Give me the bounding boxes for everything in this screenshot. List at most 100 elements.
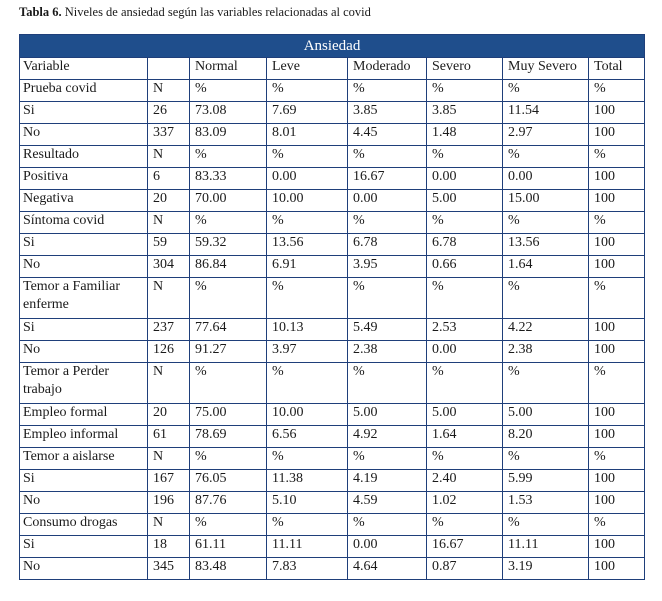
value-cell: % (502, 447, 589, 470)
value-cell: 87.76 (189, 491, 267, 514)
value-cell: % (189, 277, 267, 319)
variable-cell: Prueba covid (19, 79, 148, 102)
value-cell: 10.00 (266, 403, 348, 426)
value-cell: 1.48 (426, 123, 503, 146)
value-cell: 2.38 (502, 340, 589, 363)
value-cell: % (426, 145, 503, 168)
value-cell: 4.45 (347, 123, 427, 146)
table-row: Positiva 6 83.33 0.00 16.67 0.00 0.00 100 (19, 167, 646, 190)
value-cell: 100 (587, 425, 646, 448)
value-cell: 5.99 (502, 469, 589, 492)
table-row: Resultado N%%%%%% (19, 145, 646, 168)
value-cell: 73.08 (189, 101, 267, 124)
variable-cell: Si (19, 233, 148, 256)
table-row: Negativa 20 70.00 10.00 0.00 5.00 15.00 100 (19, 189, 646, 212)
value-cell: 2.38 (347, 340, 427, 363)
value-cell: 6.78 (426, 233, 503, 256)
band-row: Ansiedad (18, 34, 646, 58)
value-cell: 1.64 (426, 425, 503, 448)
value-cell: N (147, 79, 190, 102)
value-cell: 4.19 (347, 469, 427, 492)
value-cell: 5.10 (266, 491, 348, 514)
value-cell: % (587, 277, 646, 319)
table-row: No 126 91.27 3.97 2.38 0.00 2.38 100 (19, 340, 646, 363)
value-cell: 18 (147, 535, 190, 558)
value-cell: % (266, 211, 348, 234)
value-cell: 77.64 (189, 318, 267, 341)
column-header: Moderado (347, 57, 427, 80)
value-cell: 100 (587, 557, 646, 580)
value-cell: % (587, 447, 646, 470)
value-cell: 20 (147, 403, 190, 426)
value-cell: % (189, 211, 267, 234)
value-cell: % (426, 277, 503, 319)
table-row: Si 26 73.08 7.69 3.85 3.85 11.54 100 (19, 101, 646, 124)
value-cell: 61 (147, 425, 190, 448)
value-cell: % (347, 362, 427, 404)
value-cell: 83.33 (189, 167, 267, 190)
value-cell: 304 (147, 255, 190, 278)
table-row: Si 237 77.64 10.13 5.49 2.53 4.22 100 (19, 318, 646, 341)
value-cell: 4.22 (502, 318, 589, 341)
value-cell: % (502, 211, 589, 234)
column-header (147, 57, 190, 80)
value-cell: 20 (147, 189, 190, 212)
value-cell: % (266, 277, 348, 319)
value-cell: 76.05 (189, 469, 267, 492)
column-header: Severo (426, 57, 503, 80)
value-cell: 0.00 (502, 167, 589, 190)
variable-cell: Si (19, 469, 148, 492)
value-cell: N (147, 362, 190, 404)
value-cell: % (502, 513, 589, 536)
value-cell: 2.97 (502, 123, 589, 146)
value-cell: 100 (587, 123, 646, 146)
value-cell: 3.19 (502, 557, 589, 580)
value-cell: 5.00 (502, 403, 589, 426)
value-cell: 3.85 (426, 101, 503, 124)
value-cell: N (147, 145, 190, 168)
value-cell: % (587, 79, 646, 102)
variable-cell: Consumo drogas (19, 513, 148, 536)
value-cell: 196 (147, 491, 190, 514)
value-cell: 1.53 (502, 491, 589, 514)
value-cell: 6.91 (266, 255, 348, 278)
value-cell: 6.78 (347, 233, 427, 256)
value-cell: 100 (587, 189, 646, 212)
value-cell: % (266, 513, 348, 536)
variable-cell: No (19, 340, 148, 363)
value-cell: 13.56 (266, 233, 348, 256)
value-cell: N (147, 211, 190, 234)
value-cell: 83.09 (189, 123, 267, 146)
value-cell: 91.27 (189, 340, 267, 363)
value-cell: 0.00 (266, 167, 348, 190)
variable-cell: Si (19, 101, 148, 124)
band-title: Ansiedad (18, 34, 646, 58)
value-cell: 13.56 (502, 233, 589, 256)
table-caption: Tabla 6. Niveles de ansiedad según las v… (19, 5, 371, 20)
value-cell: % (426, 362, 503, 404)
variable-cell: Si (19, 318, 148, 341)
value-cell: 3.95 (347, 255, 427, 278)
value-cell: 5.00 (426, 403, 503, 426)
header-row: Variable Normal Leve Moderado Severo Muy Seve… (19, 57, 646, 80)
value-cell: % (347, 277, 427, 319)
variable-cell: Si (19, 535, 148, 558)
value-cell: 0.00 (426, 167, 503, 190)
value-cell: % (189, 513, 267, 536)
value-cell: 126 (147, 340, 190, 363)
value-cell: % (587, 513, 646, 536)
table-row: Si 18 61.11 11.11 0.00 16.67 11.11 100 (19, 535, 646, 558)
value-cell: 11.54 (502, 101, 589, 124)
value-cell: 5.49 (347, 318, 427, 341)
value-cell: 2.40 (426, 469, 503, 492)
value-cell: 70.00 (189, 189, 267, 212)
value-cell: N (147, 277, 190, 319)
value-cell: 167 (147, 469, 190, 492)
value-cell: 16.67 (347, 167, 427, 190)
value-cell: 100 (587, 233, 646, 256)
value-cell: 100 (587, 318, 646, 341)
value-cell: 7.83 (266, 557, 348, 580)
table-row: No 337 83.09 8.01 4.45 1.48 2.97 100 (19, 123, 646, 146)
table-row: Si 59 59.32 13.56 6.78 6.78 13.56 100 (19, 233, 646, 256)
value-cell: % (426, 211, 503, 234)
